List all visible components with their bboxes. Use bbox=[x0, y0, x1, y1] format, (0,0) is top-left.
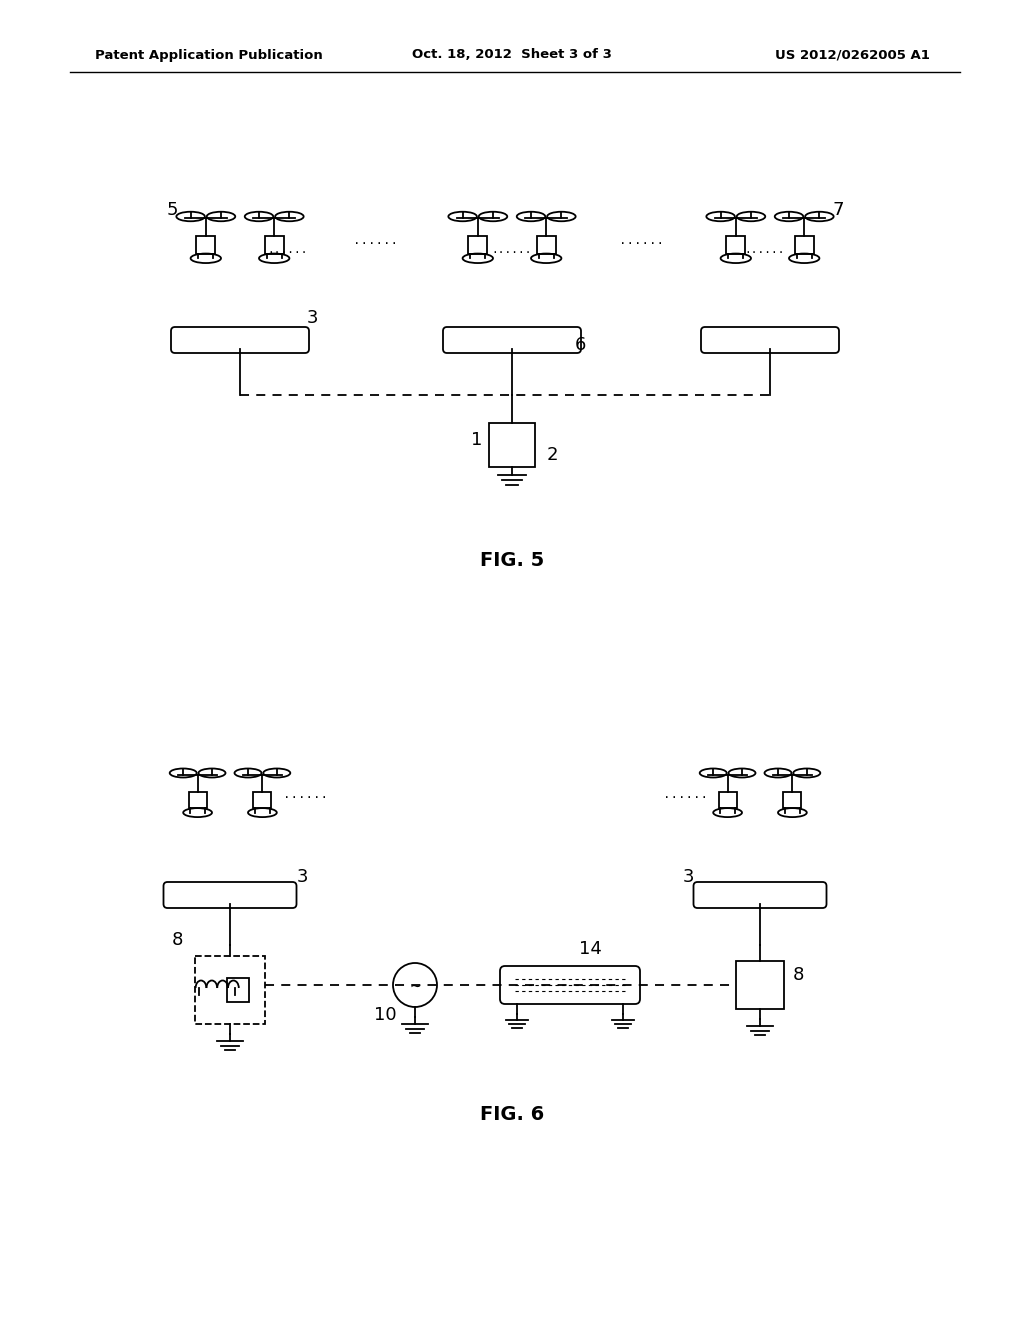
Text: ......: ...... bbox=[663, 788, 708, 801]
Text: ......: ...... bbox=[267, 246, 308, 255]
Text: 7: 7 bbox=[833, 201, 844, 219]
Text: 3: 3 bbox=[296, 869, 308, 886]
Text: ......: ...... bbox=[492, 246, 532, 255]
Text: ......: ...... bbox=[283, 788, 328, 801]
Text: 8: 8 bbox=[793, 966, 804, 983]
Text: Oct. 18, 2012  Sheet 3 of 3: Oct. 18, 2012 Sheet 3 of 3 bbox=[412, 49, 612, 62]
Bar bbox=[736, 961, 784, 1008]
Text: FIG. 6: FIG. 6 bbox=[480, 1106, 544, 1125]
Text: FIG. 5: FIG. 5 bbox=[480, 550, 544, 569]
Bar bbox=[726, 236, 745, 253]
Bar bbox=[783, 792, 802, 808]
Text: 3: 3 bbox=[306, 309, 317, 327]
Text: 5: 5 bbox=[166, 201, 178, 219]
Text: 2: 2 bbox=[546, 446, 558, 465]
Bar bbox=[537, 236, 556, 253]
Text: 6: 6 bbox=[574, 337, 586, 354]
Text: Patent Application Publication: Patent Application Publication bbox=[95, 49, 323, 62]
Bar bbox=[195, 956, 265, 1024]
Bar bbox=[264, 236, 284, 253]
Text: 10: 10 bbox=[374, 1006, 396, 1024]
Text: ......: ...... bbox=[618, 234, 664, 247]
Bar bbox=[227, 978, 249, 1002]
Bar bbox=[468, 236, 487, 253]
Bar bbox=[197, 236, 215, 253]
Text: 1: 1 bbox=[471, 432, 482, 449]
Text: US 2012/0262005 A1: US 2012/0262005 A1 bbox=[775, 49, 930, 62]
Text: 8: 8 bbox=[171, 931, 182, 949]
Text: 3: 3 bbox=[682, 869, 693, 886]
Bar bbox=[795, 236, 814, 253]
Bar bbox=[253, 792, 271, 808]
Bar bbox=[188, 792, 207, 808]
Text: ......: ...... bbox=[353, 234, 398, 247]
Text: ~: ~ bbox=[410, 979, 421, 994]
Text: 14: 14 bbox=[579, 940, 601, 958]
Bar bbox=[719, 792, 736, 808]
Text: ......: ...... bbox=[744, 246, 785, 255]
Bar bbox=[489, 422, 535, 467]
